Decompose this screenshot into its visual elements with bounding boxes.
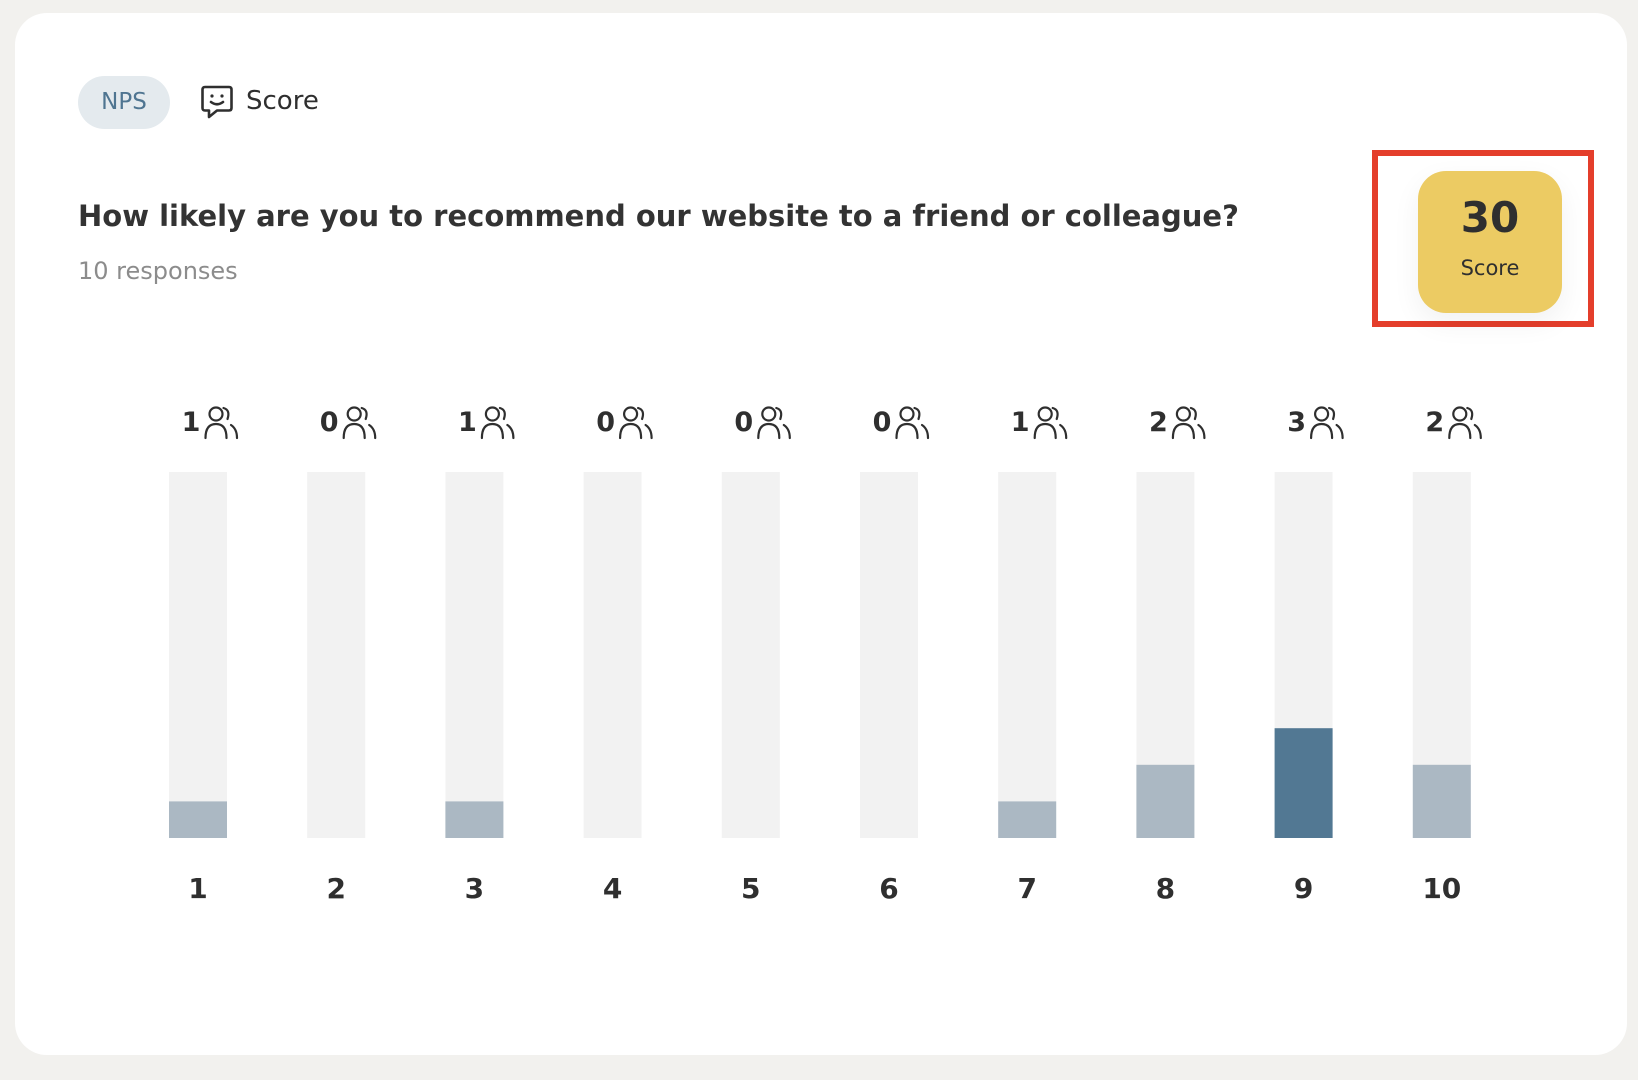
bar-track-4	[583, 472, 642, 838]
users-icon	[1171, 406, 1206, 440]
category-label-10: 10	[1422, 872, 1461, 905]
count-label-2: 0	[320, 407, 339, 438]
count-label-9: 3	[1287, 407, 1306, 438]
bar-7[interactable]	[998, 801, 1057, 838]
bar-8[interactable]	[1136, 764, 1195, 838]
count-label-3: 1	[458, 407, 477, 438]
bar-10[interactable]	[1412, 764, 1471, 838]
count-label-1: 1	[182, 407, 201, 438]
responses-count: 10 responses	[78, 257, 238, 285]
score-box: 30 Score	[1418, 171, 1562, 313]
users-icon	[342, 406, 377, 440]
bar-track-1	[169, 472, 227, 838]
score-value: 30	[1460, 193, 1520, 242]
bar-1[interactable]	[169, 801, 227, 838]
count-label-8: 2	[1149, 407, 1168, 438]
category-label-4: 4	[603, 872, 622, 905]
category-label-5: 5	[741, 872, 760, 905]
count-label-7: 1	[1011, 407, 1030, 438]
users-icon	[480, 406, 515, 440]
score-highlight-frame	[1372, 150, 1594, 327]
nps-card	[15, 13, 1627, 1055]
category-label-1: 1	[188, 872, 207, 905]
chat-smile-icon	[201, 85, 233, 119]
bar-track-2	[307, 472, 366, 838]
bar-3[interactable]	[445, 801, 504, 838]
users-icon	[618, 406, 653, 440]
count-label-10: 2	[1425, 407, 1444, 438]
count-label-5: 0	[734, 407, 753, 438]
bar-track-3	[445, 472, 504, 838]
category-label-3: 3	[465, 872, 484, 905]
question-title: How likely are you to recommend our webs…	[78, 199, 1239, 233]
bar-track-6	[860, 472, 918, 838]
users-icon	[757, 406, 791, 440]
bar-track-5	[721, 472, 780, 838]
count-label-6: 0	[873, 407, 892, 438]
category-label-2: 2	[326, 872, 345, 905]
users-icon	[1033, 406, 1068, 440]
users-icon	[1309, 406, 1344, 440]
bar-track-7	[998, 472, 1057, 838]
category-label-6: 6	[879, 872, 898, 905]
bar-9[interactable]	[1274, 728, 1333, 838]
users-icon	[204, 406, 239, 440]
count-label-4: 0	[596, 407, 615, 438]
users-icon	[1448, 406, 1482, 440]
question-type-label: Score	[246, 86, 319, 116]
category-label-7: 7	[1017, 872, 1036, 905]
category-label-8: 8	[1156, 872, 1175, 905]
users-icon	[895, 406, 930, 440]
nps-badge[interactable]: NPS	[78, 76, 170, 129]
score-caption: Score	[1460, 256, 1520, 280]
category-label-9: 9	[1294, 872, 1313, 905]
